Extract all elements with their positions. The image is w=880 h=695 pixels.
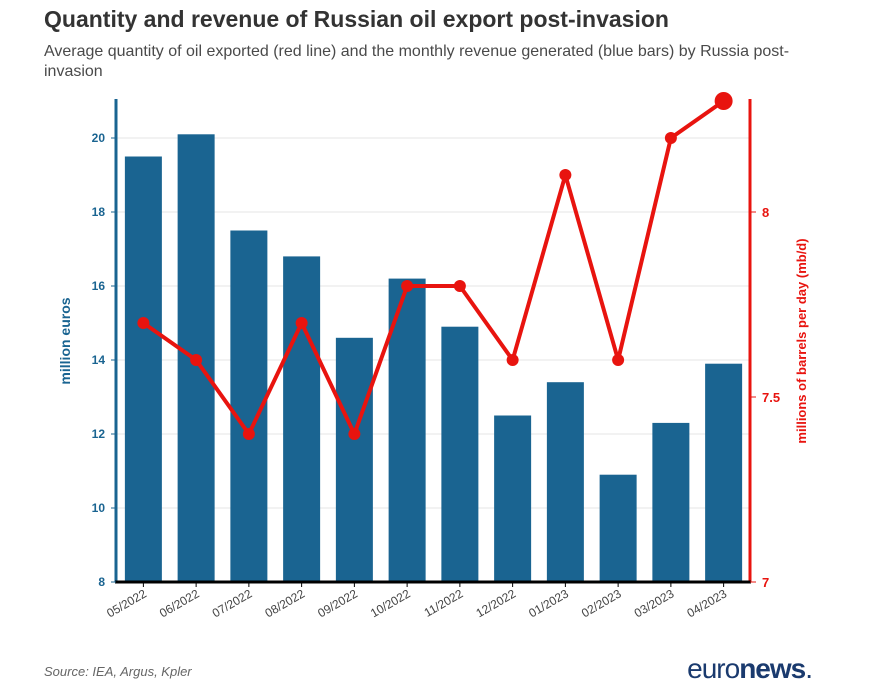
bar: [546, 382, 584, 582]
x-tick-label: 12/2022: [474, 586, 519, 620]
bar: [441, 326, 479, 582]
line-point: [664, 132, 677, 144]
line-point: [190, 354, 203, 366]
x-tick-label: 11/2022: [422, 586, 466, 620]
line-point: [612, 354, 625, 366]
y2-tick-label: 7.5: [762, 390, 780, 405]
logo-news: news: [739, 653, 806, 684]
bar: [335, 337, 373, 582]
bar: [705, 363, 743, 582]
line-point: [242, 428, 255, 440]
chart-subtitle: Average quantity of oil exported (red li…: [44, 43, 790, 80]
x-tick-label: 09/2022: [315, 586, 360, 620]
y2-axis-label: millions of barrels per day (mb/d): [794, 238, 809, 443]
x-tick-label: 01/2023: [526, 586, 571, 620]
y-axis-label: million euros: [57, 297, 73, 384]
x-tick-label: 05/2022: [104, 586, 149, 620]
line-point: [559, 169, 572, 181]
y-tick-label: 16: [92, 279, 106, 293]
logo-euro: euro: [687, 653, 740, 684]
bar-series: [124, 134, 743, 583]
x-tick-label: 02/2023: [579, 586, 624, 620]
y2-tick-label: 7: [762, 575, 769, 590]
y2-tick-label: 8: [762, 205, 769, 220]
line-series: [137, 92, 733, 440]
x-tick-label: 07/2022: [210, 586, 255, 620]
line-point: [506, 354, 519, 366]
bar: [652, 422, 690, 582]
y-tick-label: 12: [92, 427, 106, 441]
line-point: [453, 280, 466, 292]
bar: [124, 156, 162, 582]
y-tick-label: 8: [98, 575, 105, 589]
line-point: [137, 317, 150, 329]
line-point: [401, 280, 414, 292]
x-tick-label: 06/2022: [157, 586, 202, 620]
line-point: [348, 428, 361, 440]
y-tick-label: 18: [92, 205, 106, 219]
line-path: [141, 99, 726, 436]
bar: [494, 415, 532, 582]
x-tick-label: 03/2023: [632, 586, 677, 620]
line-point: [714, 92, 733, 110]
chart-title: Quantity and revenue of Russian oil expo…: [44, 6, 669, 32]
line-point: [295, 317, 308, 329]
x-tick-label: 04/2023: [685, 586, 730, 620]
bar: [283, 256, 321, 582]
x-tick-label: 08/2022: [263, 586, 308, 620]
bar: [599, 474, 637, 582]
axes: [111, 99, 756, 587]
euronews-logo: euronews.: [687, 653, 813, 685]
x-tick-label: 10/2022: [368, 586, 413, 620]
bar: [388, 278, 426, 582]
y-tick-label: 10: [92, 501, 106, 515]
source-note: Source: IEA, Argus, Kpler: [44, 664, 192, 679]
y-tick-label: 14: [92, 353, 106, 367]
logo-dot: .: [805, 653, 813, 684]
y-tick-label: 20: [92, 131, 106, 145]
